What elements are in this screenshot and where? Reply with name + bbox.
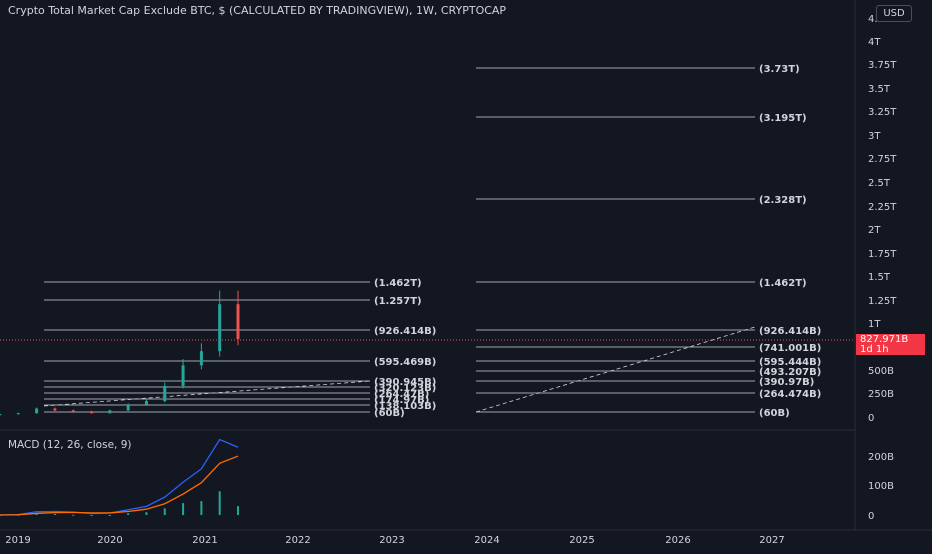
- y-tick-label: 1.5T: [868, 272, 891, 283]
- level-label-left: (60B): [374, 408, 405, 419]
- candle-body: [108, 410, 112, 414]
- macd-histogram-bar: [127, 513, 130, 515]
- currency-button[interactable]: USD: [876, 5, 912, 22]
- macd-histogram-bar: [35, 513, 38, 515]
- y-tick-label: 3.75T: [868, 60, 897, 71]
- candle-body: [163, 385, 167, 402]
- macd-histogram-bar: [145, 512, 148, 515]
- level-label-left: (174.97B): [374, 395, 429, 406]
- x-tick-label: 2027: [759, 535, 784, 546]
- y-tick-label: 2.75T: [868, 154, 897, 165]
- macd-signal-line: [0, 455, 239, 516]
- y-tick-label: 1.25T: [868, 296, 897, 307]
- level-label-right: (3.195T): [759, 113, 807, 124]
- chart-title: Crypto Total Market Cap Exclude BTC, $ (…: [8, 4, 507, 17]
- x-tick-label: 2022: [285, 535, 310, 546]
- y-tick-label: 2.5T: [868, 178, 891, 189]
- candle-body: [35, 408, 39, 414]
- y-tick-label: 2.25T: [868, 202, 897, 213]
- macd-tick-label: 200B: [868, 452, 894, 463]
- y-tick-label: 3T: [868, 131, 881, 142]
- candle-body: [71, 410, 75, 412]
- level-label-left: (320.123B): [374, 383, 436, 394]
- y-tick-label: 4T: [868, 37, 881, 48]
- level-label-right: (926.414B): [759, 326, 821, 337]
- level-label-left: (1.257T): [374, 296, 422, 307]
- x-tick-label: 2026: [665, 535, 690, 546]
- level-label-right: (493.207B): [759, 367, 821, 378]
- level-label-left: (264.47B): [374, 389, 429, 400]
- level-label-right: (264.474B): [759, 389, 821, 400]
- y-tick-label: 0: [868, 413, 874, 424]
- macd-histogram-bar: [108, 515, 111, 516]
- macd-histogram-bar: [218, 491, 221, 515]
- candle-body: [16, 413, 20, 415]
- candle-body: [90, 411, 94, 414]
- macd-line: [0, 438, 239, 516]
- macd-histogram-bar: [237, 506, 239, 515]
- current-price-value: 827.971B: [860, 334, 909, 345]
- trend-line-left: [43, 380, 371, 407]
- bar-countdown: 1d 1h: [860, 344, 889, 355]
- x-tick-label: 2024: [474, 535, 499, 546]
- x-tick-label: 2025: [569, 535, 594, 546]
- macd-title: MACD (12, 26, close, 9): [8, 439, 132, 451]
- candle-body: [53, 408, 57, 411]
- candle-body: [236, 304, 240, 339]
- current-price-tag: 827.971B 1d 1h: [856, 334, 925, 355]
- candle-body: [126, 404, 130, 411]
- x-tick-label: 2021: [192, 535, 217, 546]
- y-tick-label: 1T: [868, 319, 881, 330]
- x-tick-label: 2023: [379, 535, 404, 546]
- candle-body: [181, 365, 185, 386]
- level-label-right: (741.001B): [759, 343, 821, 354]
- y-tick-label: 3.25T: [868, 107, 897, 118]
- candle-body: [218, 304, 222, 352]
- level-label-left: (390.945B): [374, 377, 436, 388]
- macd-histogram-bar: [90, 515, 93, 516]
- macd-histogram-bar: [163, 508, 166, 515]
- candle-body: [0, 414, 2, 416]
- level-label-right: (60B): [759, 408, 790, 419]
- macd-histogram-bar: [182, 503, 185, 515]
- macd-histogram-bar: [72, 514, 75, 516]
- y-tick-label: 250B: [868, 389, 894, 400]
- y-tick-label: 1.75T: [868, 249, 897, 260]
- macd-histogram-bar: [200, 501, 203, 515]
- y-tick-label: 2T: [868, 225, 881, 236]
- macd-histogram-bar: [53, 513, 56, 515]
- level-label-left: (138.103B): [374, 401, 436, 412]
- macd-tick-label: 100B: [868, 481, 894, 492]
- macd-tick-label: 0: [868, 511, 874, 522]
- level-label-right: (3.73T): [759, 64, 800, 75]
- candle-body: [144, 401, 148, 405]
- level-label-left: (926.414B): [374, 326, 436, 337]
- x-tick-label: 2020: [97, 535, 122, 546]
- level-label-right: (390.97B): [759, 377, 814, 388]
- level-label-right: (1.462T): [759, 278, 807, 289]
- level-label-left: (1.462T): [374, 278, 422, 289]
- candle-body: [199, 351, 203, 366]
- level-label-right: (2.328T): [759, 195, 807, 206]
- y-tick-label: 500B: [868, 366, 894, 377]
- level-label-right: (595.444B): [759, 357, 821, 368]
- y-tick-label: 3.5T: [868, 84, 891, 95]
- level-label-left: (595.469B): [374, 357, 436, 368]
- x-tick-label: 2019: [5, 535, 30, 546]
